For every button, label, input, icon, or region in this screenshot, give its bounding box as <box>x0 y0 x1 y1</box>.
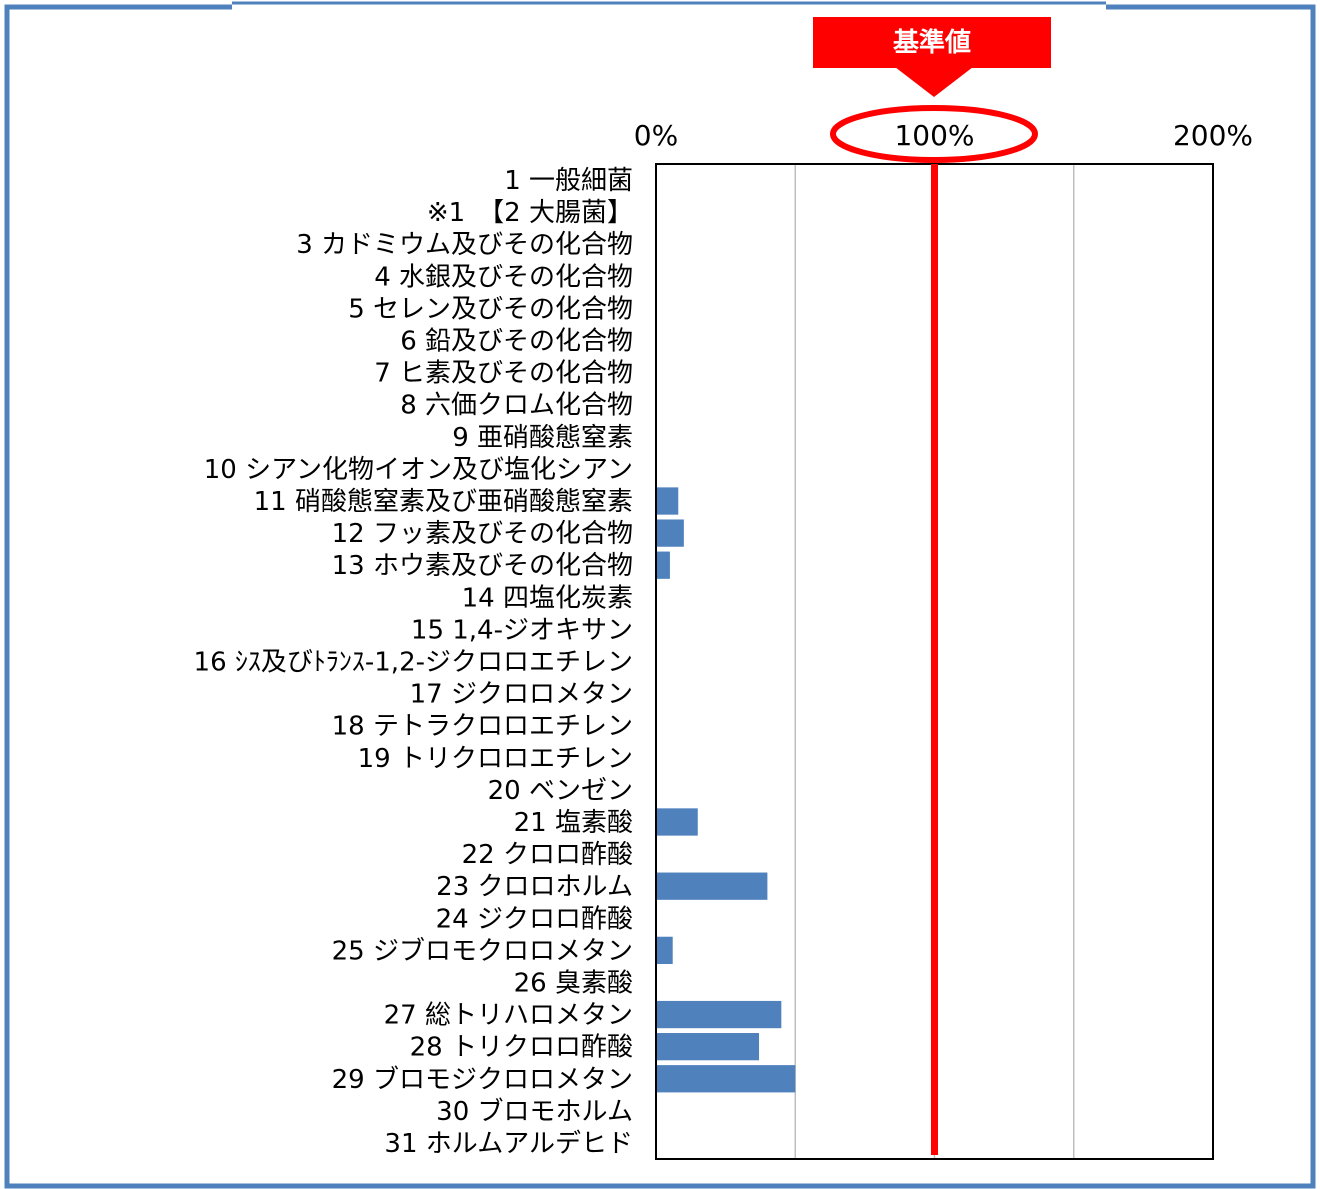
bar <box>657 872 768 900</box>
category-label: ※1 【2 大腸菌】 <box>427 198 633 228</box>
category-label: 13 ホウ素及びその化合物 <box>332 551 633 581</box>
category-label: 27 総トリハロメタン <box>384 1001 633 1031</box>
chart-frame <box>4 4 1316 1189</box>
bar <box>657 808 698 836</box>
category-label: 19 トリクロロエチレン <box>358 744 633 774</box>
bar <box>657 1065 796 1093</box>
category-label: 16 ｼｽ及びﾄﾗﾝｽ-1,2-ジクロロエチレン <box>194 648 633 678</box>
tick-label-0: 0% <box>634 119 678 152</box>
category-label: 28 トリクロロ酢酸 <box>410 1033 633 1063</box>
bar <box>657 1033 760 1061</box>
category-label: 21 塩素酸 <box>514 808 633 838</box>
callout-label: 基準値 <box>893 27 971 58</box>
category-label: 8 六価クロム化合物 <box>400 391 633 421</box>
category-label: 12 フッ素及びその化合物 <box>332 519 633 549</box>
callout-box <box>813 17 1051 68</box>
category-label: 30 ブロモホルム <box>436 1097 633 1127</box>
category-label: 20 ベンゼン <box>488 776 633 806</box>
axis-tick-labels: 0% 100% 200% <box>634 119 1253 152</box>
category-label: 22 クロロ酢酸 <box>462 840 633 870</box>
bar <box>657 487 679 515</box>
bars <box>657 487 796 1093</box>
category-label: 10 シアン化物イオン及び塩化シアン <box>204 455 633 485</box>
category-label: 6 鉛及びその化合物 <box>400 327 633 357</box>
reference-tick-highlight <box>830 105 1038 163</box>
tick-label-100: 100% <box>894 119 974 152</box>
category-label: 25 ジブロモクロロメタン <box>332 936 633 966</box>
category-label: 24 ジクロロ酢酸 <box>436 904 633 934</box>
category-label: 29 ブロモジクロロメタン <box>332 1065 633 1095</box>
category-label: 7 ヒ素及びその化合物 <box>374 359 633 389</box>
bar <box>657 519 684 547</box>
category-label: 5 セレン及びその化合物 <box>348 294 633 324</box>
tick-label-200: 200% <box>1173 119 1253 152</box>
bar <box>657 551 670 579</box>
category-label: 11 硝酸態窒素及び亜硝酸態窒素 <box>254 487 633 517</box>
category-label: 26 臭素酸 <box>514 968 633 998</box>
category-label: 17 ジクロロメタン <box>410 680 633 710</box>
category-label: 1 一般細菌 <box>504 166 633 196</box>
callout-arrow <box>895 67 973 97</box>
category-label: 4 水銀及びその化合物 <box>374 262 633 292</box>
category-label: 23 クロロホルム <box>436 872 633 902</box>
reference-callout: 基準値 <box>813 17 1051 97</box>
bar <box>657 936 673 965</box>
category-label: 18 テトラクロロエチレン <box>332 712 633 742</box>
category-label: 3 カドミウム及びその化合物 <box>296 230 633 260</box>
category-label: 31 ホルムアルデヒド <box>384 1129 633 1159</box>
bar <box>657 1000 782 1029</box>
category-label: 14 四塩化炭素 <box>462 583 633 613</box>
category-label: 15 1,4-ジオキサン <box>411 615 633 645</box>
category-label: 9 亜硝酸態窒素 <box>452 423 633 453</box>
